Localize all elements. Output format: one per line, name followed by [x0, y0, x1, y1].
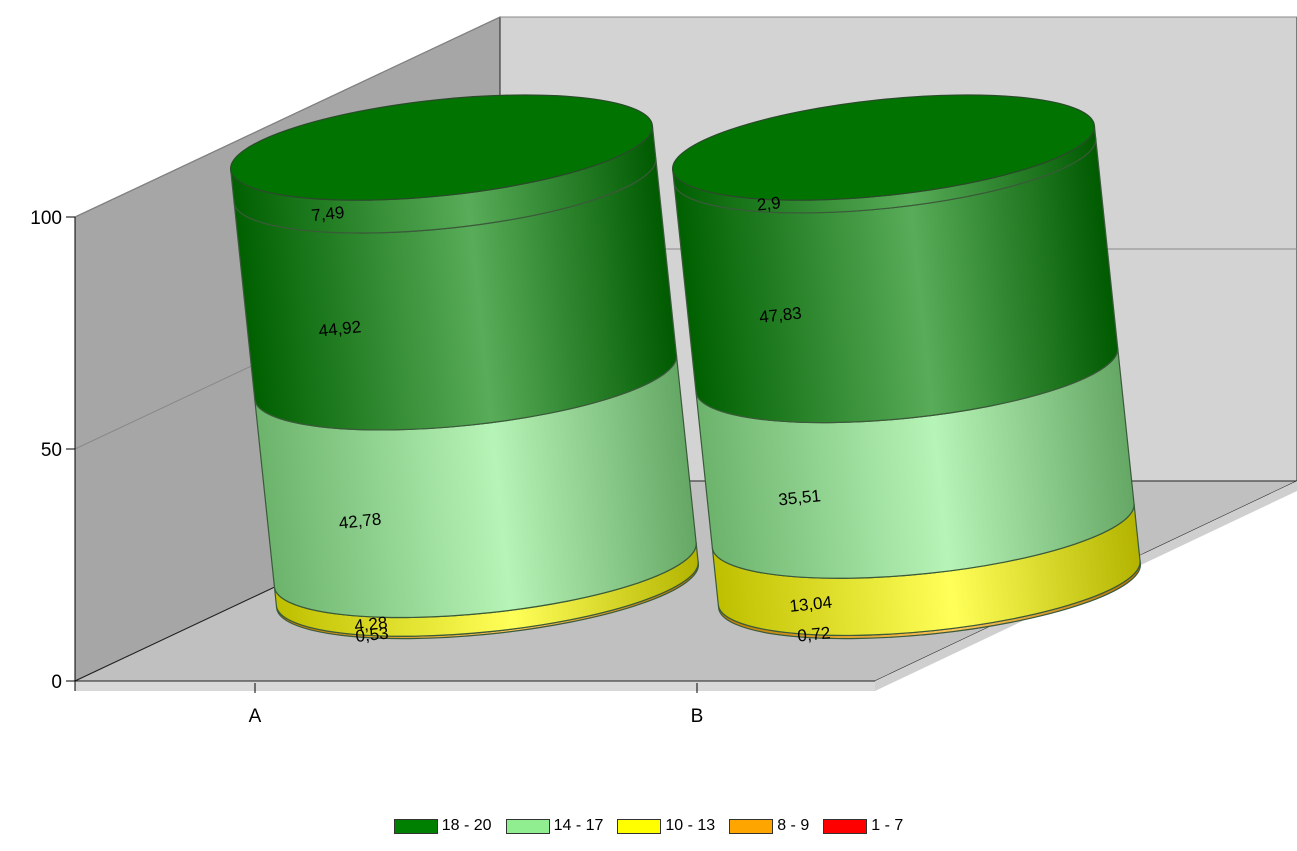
- x-tick-label: B: [691, 706, 704, 727]
- legend-label: 8 - 9: [777, 817, 810, 834]
- y-tick-label: 50: [41, 440, 62, 461]
- legend-swatch: [823, 818, 868, 834]
- y-tick-label: 100: [30, 208, 62, 229]
- data-label: 44,92: [318, 317, 362, 340]
- floor-edge: [75, 681, 875, 691]
- legend-item: 8 - 9: [729, 817, 809, 835]
- x-tick-label: A: [249, 706, 262, 727]
- data-label: 42,78: [338, 509, 382, 532]
- y-tick-label: 0: [51, 672, 62, 693]
- data-label: 4,28: [353, 613, 388, 635]
- data-label: 0,53: [355, 624, 390, 646]
- legend-swatch: [393, 818, 438, 834]
- bar-top-cap: [672, 94, 1095, 201]
- bar-stack: 0,534,28 42,78 44,92 7,49: [230, 94, 699, 646]
- legend-swatch: [729, 818, 774, 834]
- gridline-left: [74, 16, 501, 218]
- data-label: 2,9: [756, 193, 781, 214]
- data-label: 0,72: [796, 623, 831, 645]
- legend-item: 18 - 20: [393, 817, 492, 835]
- data-label: 35,51: [777, 486, 821, 509]
- data-label: 7,49: [310, 203, 345, 225]
- legend-swatch: [505, 818, 550, 834]
- legend-label: 14 - 17: [553, 817, 604, 834]
- legend-item: 1 - 7: [823, 817, 903, 835]
- legend-label: 18 - 20: [441, 817, 492, 834]
- data-label: 47,83: [758, 303, 802, 326]
- legend-label: 1 - 7: [871, 817, 904, 834]
- data-label: 13,04: [789, 593, 833, 616]
- legend-item: 14 - 17: [505, 817, 604, 835]
- legend-label: 10 - 13: [665, 817, 716, 834]
- legend-item: 10 - 13: [617, 817, 715, 835]
- bar-stack: 0,72 13,04 35,51 47,83 2,9: [672, 94, 1141, 646]
- bar-top-cap: [230, 94, 653, 201]
- chart-bars: 0,534,28 42,78 44,92 7,49 0,72 13,04 35,51 47,8…: [230, 94, 1141, 646]
- chart-legend: 18 - 20 14 - 17 10 - 13 8 - 9 1 - 7: [0, 817, 1297, 835]
- legend-swatch: [617, 818, 662, 834]
